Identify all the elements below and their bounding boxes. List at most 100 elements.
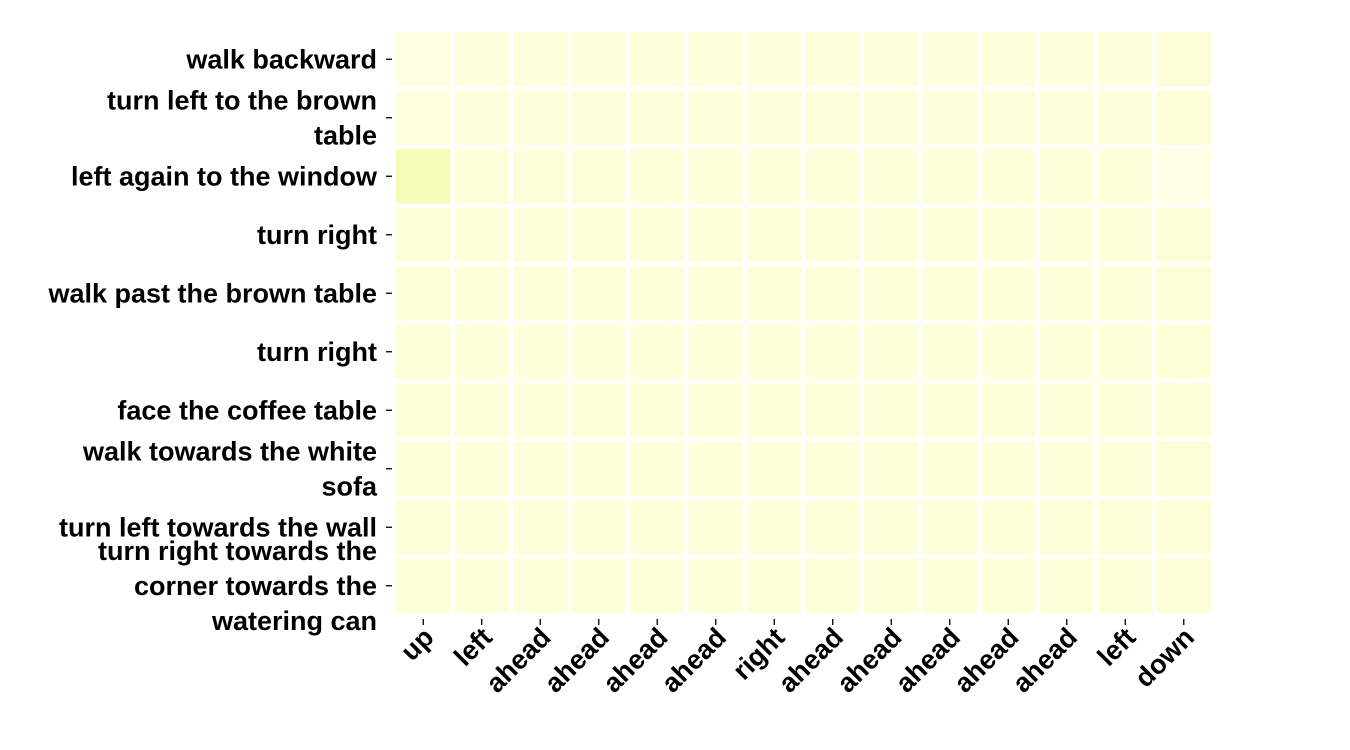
heatmap-cell xyxy=(922,207,977,262)
heatmap-cells xyxy=(396,32,1211,613)
heatmap-cell xyxy=(630,383,685,438)
heatmap-cell xyxy=(396,324,451,379)
heatmap-cell xyxy=(454,149,509,204)
heatmap-cell xyxy=(747,558,802,613)
heatmap-cell xyxy=(1098,149,1153,204)
heatmap-cell xyxy=(513,558,568,613)
heatmap-cell xyxy=(513,500,568,555)
heatmap-cell xyxy=(981,324,1036,379)
heatmap-cell xyxy=(571,207,626,262)
y-tick-label: turn left towards the wall xyxy=(59,512,377,542)
heatmap-cell xyxy=(1098,383,1153,438)
heatmap-cell xyxy=(513,32,568,87)
y-tick-label: face the coffee table xyxy=(117,395,377,425)
heatmap-cell xyxy=(864,324,919,379)
heatmap-cell xyxy=(747,266,802,321)
heatmap-cell xyxy=(864,441,919,496)
heatmap-cell xyxy=(981,383,1036,438)
heatmap-cell xyxy=(805,441,860,496)
heatmap-cell xyxy=(1039,441,1094,496)
heatmap-cell xyxy=(981,441,1036,496)
heatmap-cell xyxy=(922,500,977,555)
heatmap-cell xyxy=(1156,383,1211,438)
heatmap-cell xyxy=(396,266,451,321)
y-tick-label: turn right towards the corner towards the… xyxy=(98,536,377,636)
heatmap-cell xyxy=(454,441,509,496)
heatmap-cell xyxy=(454,266,509,321)
x-tick-label: ahead xyxy=(480,622,556,698)
heatmap-cell xyxy=(630,149,685,204)
heatmap-cell xyxy=(864,90,919,145)
y-tick-label: walk past the brown table xyxy=(47,278,377,308)
heatmap-cell xyxy=(396,32,451,87)
heatmap-cell xyxy=(630,558,685,613)
heatmap-cell xyxy=(1098,500,1153,555)
heatmap-cell xyxy=(747,32,802,87)
heatmap-cell xyxy=(805,32,860,87)
y-tick-label: walk towards the white sofa xyxy=(82,436,378,501)
heatmap-cell xyxy=(1156,266,1211,321)
heatmap-cell xyxy=(1039,90,1094,145)
heatmap-cell xyxy=(630,32,685,87)
heatmap-cell xyxy=(688,441,743,496)
heatmap-cell xyxy=(864,32,919,87)
y-tick-label: turn right xyxy=(257,220,377,250)
y-axis-labels: walk backward turn left to the brown table… xyxy=(47,44,392,636)
x-tick-label: down xyxy=(1129,622,1200,693)
heatmap-cell xyxy=(922,266,977,321)
heatmap-cell xyxy=(688,383,743,438)
heatmap-cell xyxy=(688,207,743,262)
heatmap-cell xyxy=(513,207,568,262)
heatmap-cell xyxy=(571,558,626,613)
heatmap-cell xyxy=(454,324,509,379)
heatmap-cell xyxy=(396,500,451,555)
heatmap-cell xyxy=(1039,266,1094,321)
heatmap-cell xyxy=(864,500,919,555)
x-tick-label: ahead xyxy=(773,622,849,698)
heatmap-cell xyxy=(454,500,509,555)
heatmap-cell xyxy=(688,324,743,379)
x-tick-label: ahead xyxy=(597,622,673,698)
heatmap-cell xyxy=(1156,149,1211,204)
x-tick-label: ahead xyxy=(831,622,907,698)
heatmap-cell xyxy=(805,266,860,321)
heatmap-cell xyxy=(513,324,568,379)
heatmap-cell xyxy=(571,383,626,438)
x-tick-label: up xyxy=(395,622,440,667)
heatmap-cell xyxy=(805,500,860,555)
y-tick-label: left again to the window xyxy=(71,161,378,191)
heatmap-cell xyxy=(805,558,860,613)
heatmap-cell xyxy=(805,149,860,204)
heatmap-cell xyxy=(1039,149,1094,204)
x-tick-label: ahead xyxy=(656,622,732,698)
heatmap-cell xyxy=(1156,90,1211,145)
heatmap-cell xyxy=(1039,558,1094,613)
heatmap-cell xyxy=(630,500,685,555)
heatmap-cell xyxy=(688,266,743,321)
heatmap-cell xyxy=(864,383,919,438)
heatmap-cell xyxy=(571,90,626,145)
heatmap-cell xyxy=(454,207,509,262)
heatmap-cell xyxy=(396,441,451,496)
heatmap-cell xyxy=(981,90,1036,145)
heatmap-cell xyxy=(747,90,802,145)
heatmap-cell xyxy=(922,90,977,145)
heatmap-cell xyxy=(805,383,860,438)
heatmap-cell xyxy=(571,266,626,321)
heatmap-cell xyxy=(513,441,568,496)
heatmap-cell xyxy=(1098,324,1153,379)
heatmap-cell xyxy=(805,90,860,145)
x-tick-label: left xyxy=(448,622,498,672)
x-tick-label: ahead xyxy=(948,622,1024,698)
heatmap-cell xyxy=(1156,500,1211,555)
heatmap-cell xyxy=(630,266,685,321)
heatmap-cell xyxy=(454,383,509,438)
heatmap-cell xyxy=(630,441,685,496)
heatmap-cell xyxy=(396,383,451,438)
heatmap-cell xyxy=(1098,266,1153,321)
heatmap-cell xyxy=(922,441,977,496)
x-tick-label: ahead xyxy=(539,622,615,698)
heatmap-cell xyxy=(922,32,977,87)
heatmap-cell xyxy=(747,324,802,379)
heatmap-cell xyxy=(747,149,802,204)
